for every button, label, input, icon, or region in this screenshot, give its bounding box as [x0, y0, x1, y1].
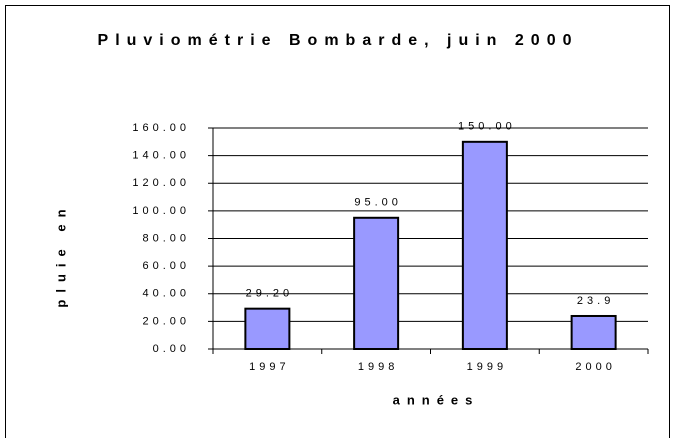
y-tick-label: 140.00 [132, 150, 190, 162]
x-tick-label: 1998 [358, 361, 398, 373]
y-tick-label: 100.00 [132, 205, 190, 217]
y-tick-label: 40.00 [142, 288, 190, 300]
y-tick-label: 120.00 [132, 177, 190, 189]
y-tick-label: 60.00 [142, 260, 190, 272]
bar [570, 314, 617, 351]
y-axis-label: pluie en [53, 202, 68, 307]
value-label: 23.9 [577, 295, 614, 307]
y-tick-label: 0.00 [153, 343, 190, 355]
bar [244, 307, 291, 351]
y-tick-label: 80.00 [142, 232, 190, 244]
value-label: 150.00 [458, 121, 516, 133]
x-tick-label: 1997 [249, 361, 289, 373]
chart-frame [5, 5, 670, 438]
chart-title: Pluviométrie Bombarde, juin 2000 [97, 32, 579, 49]
x-axis-label: années [393, 392, 480, 407]
x-tick-label: 1999 [467, 361, 507, 373]
value-label: 29.20 [246, 288, 294, 300]
y-tick-label: 160.00 [132, 122, 190, 134]
bar [353, 216, 400, 350]
x-tick-label: 2000 [575, 361, 615, 373]
bar [461, 140, 508, 350]
value-label: 95.00 [354, 197, 402, 209]
y-tick-label: 20.00 [142, 315, 190, 327]
